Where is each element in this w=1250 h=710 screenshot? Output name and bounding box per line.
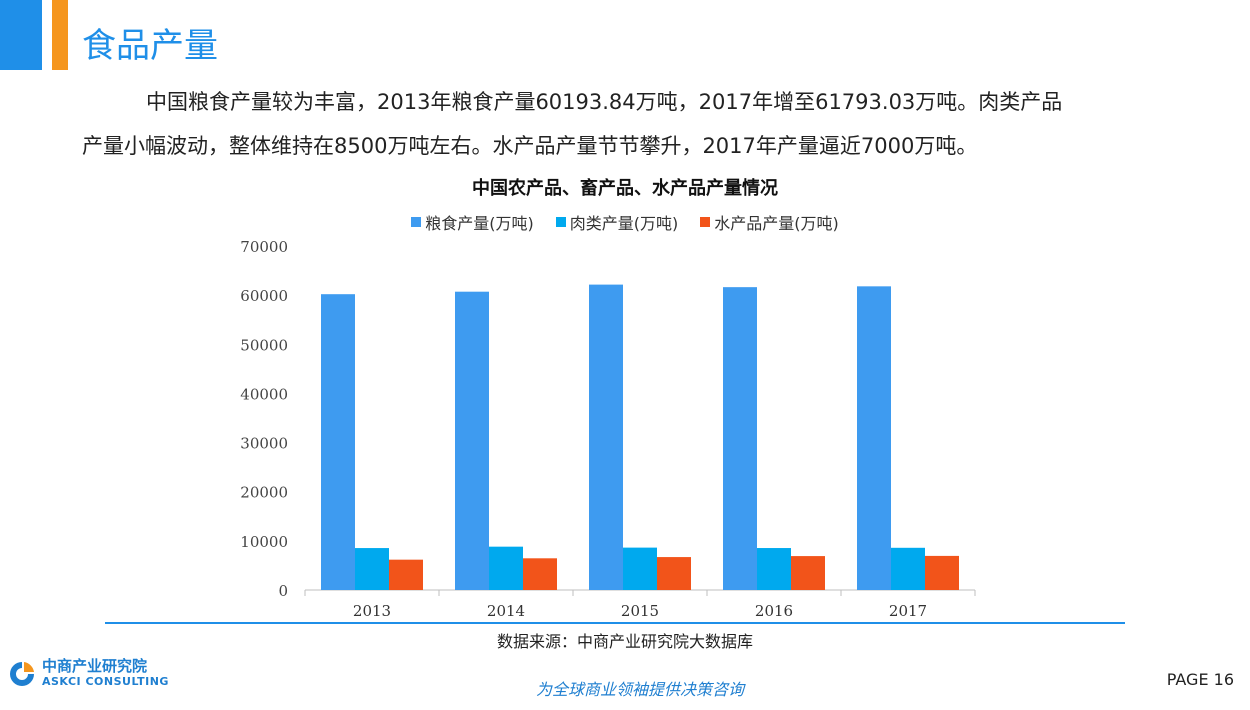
x-tick-label: 2014 bbox=[487, 602, 525, 620]
legend-item-grain: 粮食产量(万吨) bbox=[411, 210, 534, 234]
bar bbox=[723, 287, 757, 590]
bar bbox=[389, 559, 423, 590]
legend-swatch-aquatic bbox=[700, 217, 711, 227]
x-tick-label: 2013 bbox=[353, 602, 391, 620]
header-accent-orange bbox=[52, 0, 68, 70]
bar bbox=[891, 547, 925, 590]
x-tick-label: 2015 bbox=[621, 602, 659, 620]
y-tick-label: 20000 bbox=[240, 484, 288, 502]
bar bbox=[857, 286, 891, 590]
x-tick-label: 2016 bbox=[755, 602, 793, 620]
y-tick-label: 0 bbox=[278, 582, 288, 600]
chart-title: 中国农产品、畜产品、水产品产量情况 bbox=[472, 178, 778, 199]
logo-text-cn: 中商产业研究院 bbox=[42, 657, 148, 675]
bar bbox=[623, 547, 657, 590]
bar bbox=[791, 556, 825, 590]
bar bbox=[489, 546, 523, 590]
source-divider bbox=[105, 622, 1125, 624]
bar bbox=[589, 284, 623, 590]
legend-item-aquatic: 水产品产量(万吨) bbox=[700, 210, 839, 234]
bar bbox=[455, 291, 489, 590]
bar bbox=[657, 557, 691, 590]
bar-chart: 0 10000 20000 30000 40000 50000 60000 70000 2013… bbox=[240, 238, 976, 620]
data-source: 数据来源：中商产业研究院大数据库 bbox=[496, 632, 753, 651]
bar bbox=[355, 548, 389, 590]
legend-label-grain: 粮食产量(万吨) bbox=[425, 214, 534, 233]
legend-swatch-meat bbox=[555, 217, 566, 227]
y-tick-label: 50000 bbox=[240, 336, 288, 354]
chart-legend: 粮食产量(万吨) 肉类产量(万吨) 水产品产量(万吨) bbox=[0, 210, 1250, 234]
legend-item-meat: 肉类产量(万吨) bbox=[555, 210, 679, 234]
y-tick-label: 30000 bbox=[240, 435, 288, 453]
body-paragraph: 中国粮食产量较为丰富，2013年粮食产量60193.84万吨，2017年增至61… bbox=[82, 80, 1182, 168]
body-line-2: 产量小幅波动，整体维持在8500万吨左右。水产品产量节节攀升，2017年产量逼近… bbox=[82, 134, 978, 158]
y-tick-label: 40000 bbox=[240, 385, 288, 403]
page-number: PAGE 16 bbox=[1166, 670, 1234, 689]
page-title: 食品产量 bbox=[82, 26, 218, 66]
y-tick-label: 10000 bbox=[240, 533, 288, 551]
company-logo: 中商产业研究院 ASKCI CONSULTING bbox=[8, 658, 169, 689]
logo-text-en: ASKCI CONSULTING bbox=[42, 675, 169, 688]
x-tick-label: 2017 bbox=[889, 602, 927, 620]
y-tick-label: 60000 bbox=[240, 287, 288, 305]
bar bbox=[925, 555, 959, 590]
body-line-1: 中国粮食产量较为丰富，2013年粮食产量60193.84万吨，2017年增至61… bbox=[146, 90, 1063, 114]
bar bbox=[321, 294, 355, 590]
header-accent-blue bbox=[0, 0, 42, 70]
legend-label-aquatic: 水产品产量(万吨) bbox=[714, 214, 839, 233]
y-tick-label: 70000 bbox=[240, 238, 288, 256]
logo-mark-icon bbox=[10, 661, 34, 686]
legend-swatch-grain bbox=[411, 217, 422, 227]
slogan: 为全球商业领袖提供决策咨询 bbox=[535, 680, 744, 699]
legend-label-meat: 肉类产量(万吨) bbox=[569, 214, 679, 233]
bar bbox=[757, 548, 791, 590]
bar bbox=[523, 558, 557, 590]
